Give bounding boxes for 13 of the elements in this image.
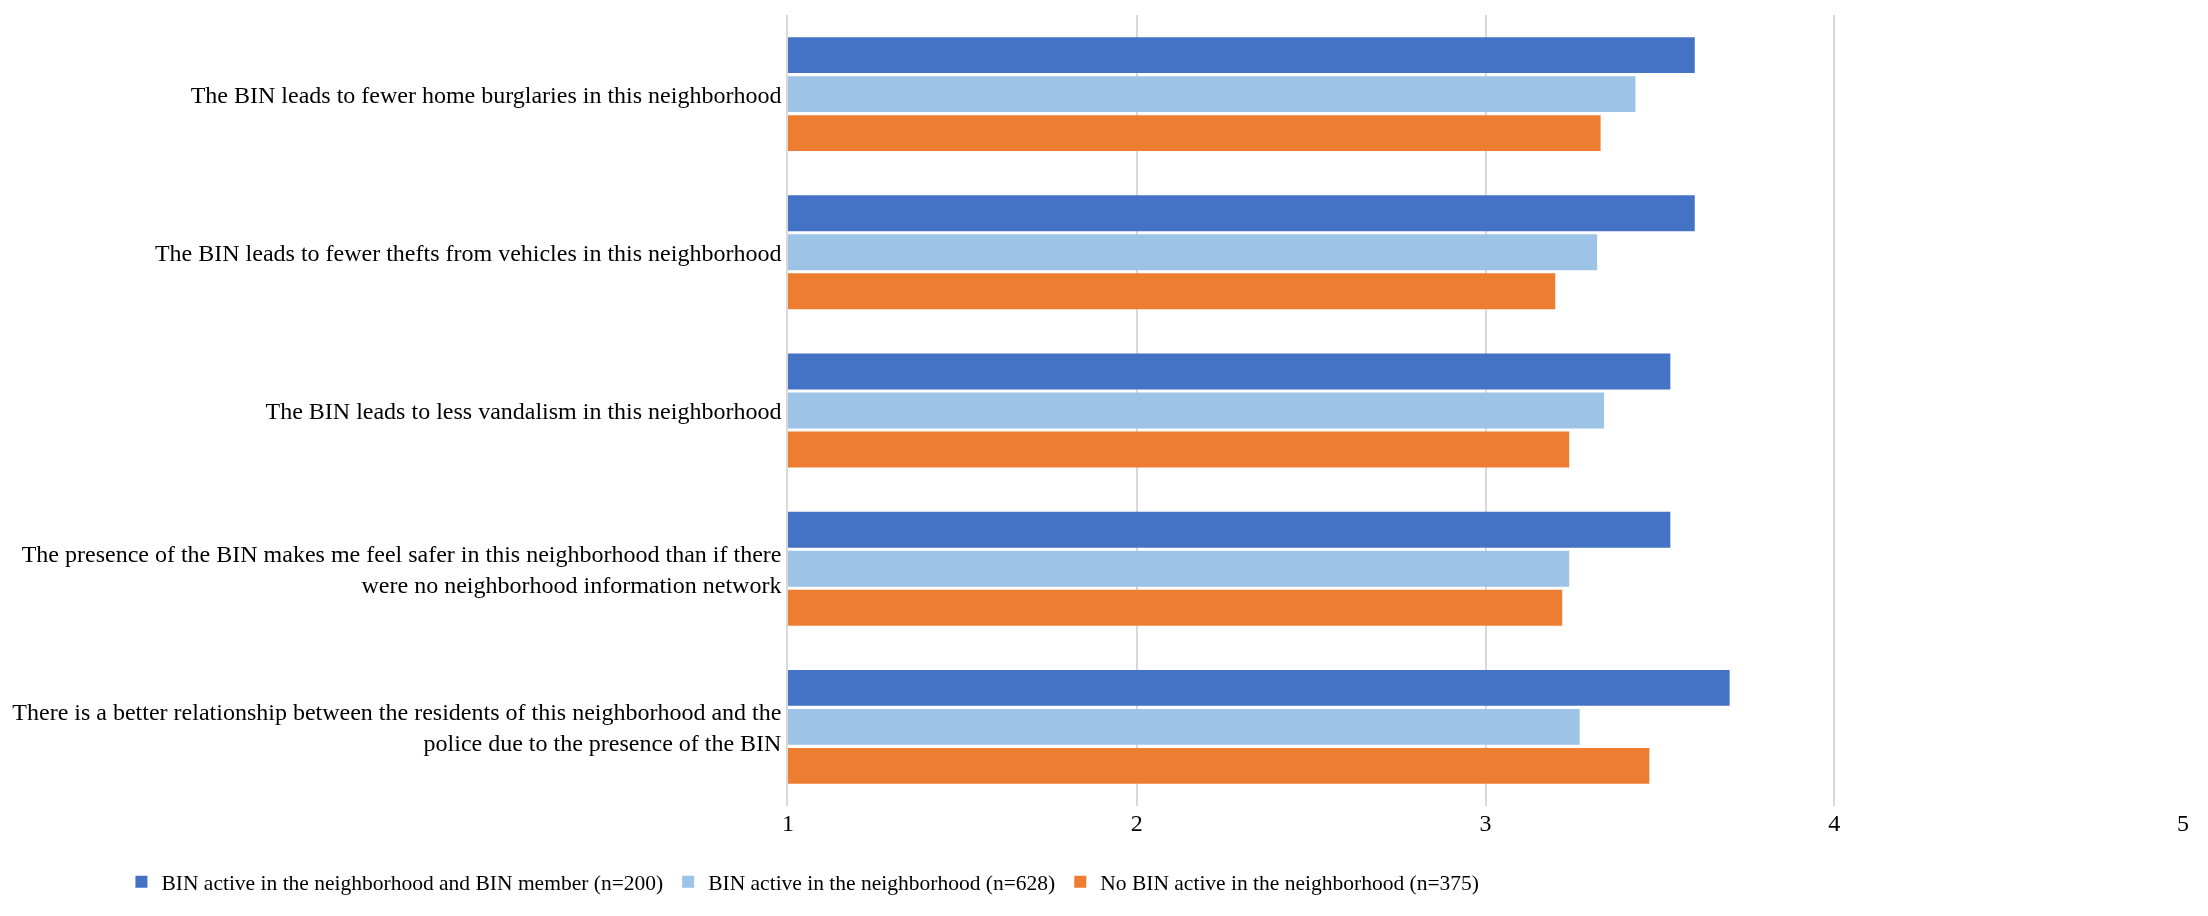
x-tick-label: 3 (1479, 810, 1492, 836)
x-tick-label: 1 (782, 810, 794, 836)
x-tick-label: 2 (1130, 810, 1143, 836)
y-tick-label: The presence of the BIN makes me feel safer in this neighborhood than if there were no neighborhood information network (21, 540, 782, 598)
x-tick-label: 4 (1828, 810, 1841, 836)
legend-label: BIN active in the neighborhood (n=628) (708, 871, 1056, 896)
x-tick-label: 5 (2177, 810, 2189, 836)
y-tick-label: There is a better relationship between the residents of this neighborhood and the police due to the presence of the BIN (12, 698, 782, 756)
y-tick-label: The BIN leads to fewer home burglaries in this neighborhood (190, 81, 782, 108)
y-tick-label: The BIN leads to fewer thefts from vehicles in this neighborhood (154, 239, 782, 266)
legend-label: BIN active in the neighborhood and BIN member (n=200) (161, 871, 664, 896)
legend-label: No BIN active in the neighborhood (n=375) (1100, 871, 1480, 896)
y-tick-label: The BIN leads to less vandalism in this neighborhood (265, 397, 782, 424)
